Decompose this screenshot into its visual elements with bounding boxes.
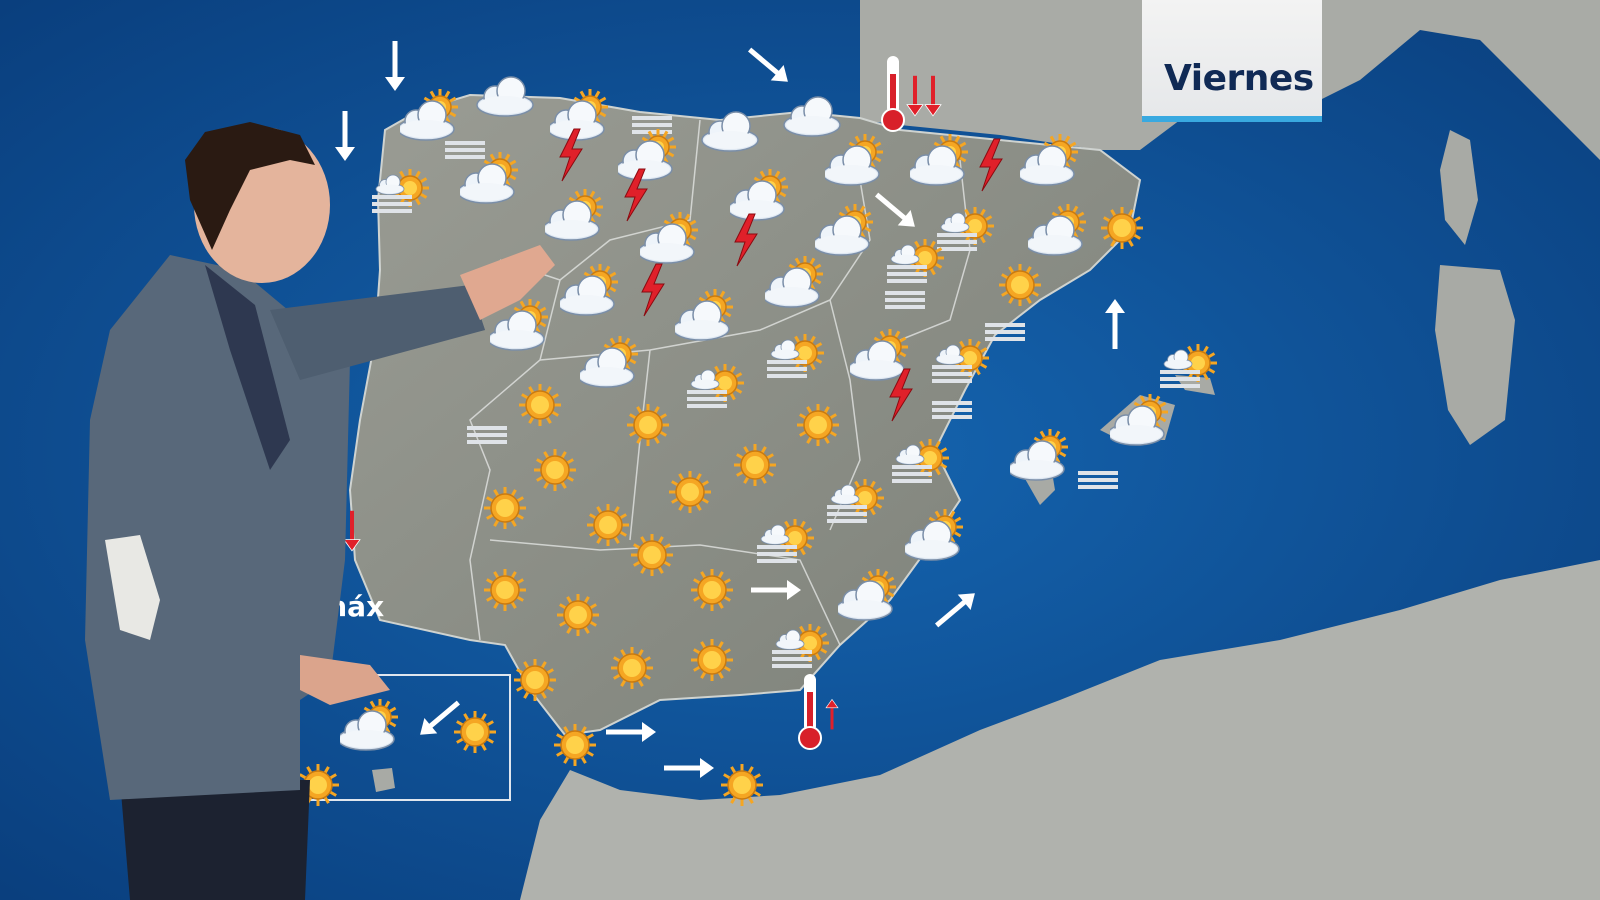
arrow-right-icon <box>658 738 718 802</box>
arrow-right-icon <box>745 560 805 624</box>
cloud-sun-icon <box>1017 130 1080 194</box>
sun-icon <box>445 702 505 766</box>
sun-icon <box>288 755 348 819</box>
cloud-sun-icon <box>557 260 620 324</box>
sun-icon <box>660 462 720 526</box>
fog-sun-icon <box>930 330 990 394</box>
cloud-sun-icon <box>487 295 550 359</box>
thermometer-icon <box>878 54 908 138</box>
cloud-sun-icon <box>1025 200 1088 264</box>
sun-icon <box>545 715 605 779</box>
fog-icon <box>922 380 982 444</box>
arrow-down-red-icon <box>885 65 945 129</box>
cloud-sun-icon <box>672 285 735 349</box>
cloud-sun-icon <box>1107 390 1170 454</box>
fog-sun-icon <box>890 430 950 494</box>
sun-icon <box>990 255 1050 319</box>
fog-icon <box>875 270 935 334</box>
fog-icon <box>435 120 495 184</box>
sun-icon <box>578 495 638 559</box>
sun-icon <box>475 560 535 624</box>
sun-icon <box>505 650 565 714</box>
arrow-down-right-icon <box>738 35 798 99</box>
sun-icon <box>682 560 742 624</box>
cloud-sun-icon <box>577 332 640 396</box>
cloud-sun-icon <box>907 130 970 194</box>
fog-sun-icon <box>370 160 430 224</box>
arrow-up-right-icon <box>925 580 985 644</box>
fog-icon <box>1068 450 1128 514</box>
cloud-sun-icon <box>337 695 400 759</box>
arrow-down-red-icon <box>322 500 382 564</box>
cloud-sun-icon <box>762 252 825 316</box>
arrow-down-icon <box>315 105 375 169</box>
fog-sun-icon <box>685 355 745 419</box>
sun-icon <box>475 478 535 542</box>
day-title: Viernes <box>1164 58 1314 99</box>
arrow-down-right-icon <box>865 180 925 244</box>
thermometer-icon <box>795 672 825 756</box>
max-temperature-legend: máx <box>318 590 385 623</box>
cloud-sun-icon <box>547 85 610 149</box>
lightning-icon <box>715 210 775 274</box>
sardinia-island <box>1435 265 1515 445</box>
sun-icon <box>602 638 662 702</box>
lightning-icon <box>960 135 1020 199</box>
cloud-sun-icon <box>847 325 910 389</box>
lightning-icon <box>540 125 600 189</box>
cloud-sun-icon <box>542 185 605 249</box>
sun-icon <box>725 435 785 499</box>
sun-icon <box>1092 198 1152 262</box>
cloud-sun-icon <box>812 200 875 264</box>
sun-icon <box>618 395 678 459</box>
arrow-down-red-icon <box>903 65 963 129</box>
arrow-down-icon <box>365 35 425 99</box>
fog-sun-icon <box>755 510 815 574</box>
fog-sun-icon <box>770 615 830 679</box>
cloud-sun-icon <box>835 565 898 629</box>
cloud-icon <box>782 85 842 149</box>
fog-sun-icon <box>935 198 995 262</box>
fog-icon <box>457 405 517 469</box>
corsica-island <box>1440 130 1478 245</box>
fog-sun-icon <box>765 325 825 389</box>
fog-sun-icon <box>825 470 885 534</box>
sun-icon <box>525 440 585 504</box>
fog-sun-icon <box>885 230 945 294</box>
north-africa-land <box>520 560 1600 900</box>
day-title-panel: Viernes <box>1142 0 1322 122</box>
lightning-icon <box>870 365 930 429</box>
lightning-icon <box>622 260 682 324</box>
cloud-sun-icon <box>902 505 965 569</box>
cloud-sun-icon <box>1007 425 1070 489</box>
arrow-up-red-icon <box>802 685 862 749</box>
arrow-up-icon <box>1085 295 1145 359</box>
sun-icon <box>788 395 848 459</box>
cloud-sun-icon <box>727 165 790 229</box>
fog-icon <box>975 302 1035 366</box>
cloud-sun-icon <box>822 130 885 194</box>
sun-icon <box>622 525 682 589</box>
sun-icon <box>682 630 742 694</box>
cloud-sun-icon <box>397 85 460 149</box>
sun-icon <box>712 755 772 819</box>
fog-sun-icon <box>1158 335 1218 399</box>
sun-icon <box>548 585 608 649</box>
cloud-sun-icon <box>457 148 520 212</box>
lightning-icon <box>605 165 665 229</box>
sun-icon <box>510 375 570 439</box>
arrow-right-icon <box>600 702 660 766</box>
cloud-icon <box>700 100 760 164</box>
cloud-icon <box>475 65 535 129</box>
